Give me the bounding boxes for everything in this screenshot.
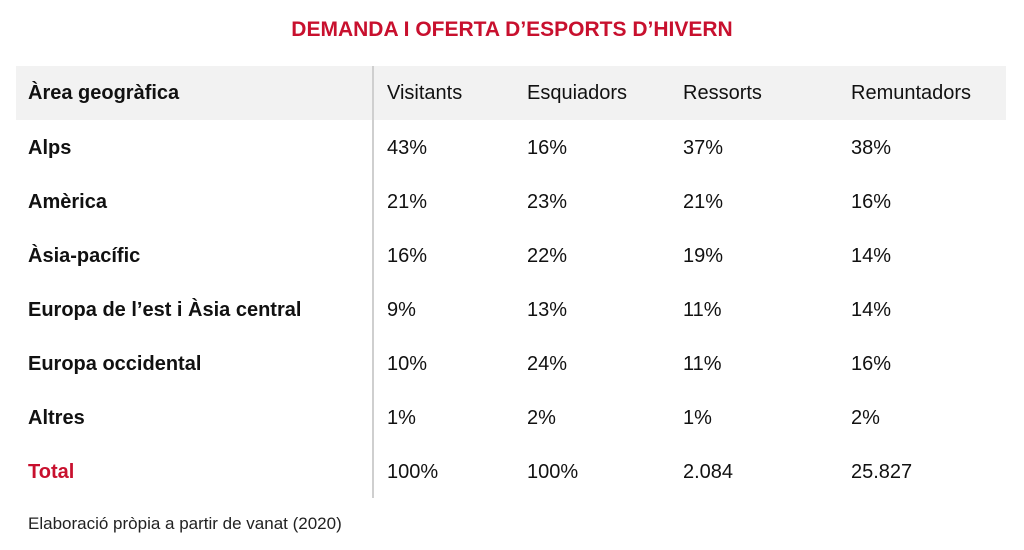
header-cell: Remuntadors [851,82,972,104]
table-cell: 37% [683,137,724,159]
header-cell: Visitants [387,82,463,104]
row-label: Total [28,461,75,483]
table-cell: 23% [527,191,568,213]
table-cell: 22% [527,245,568,267]
title: DEMANDA I OFERTA D’ESPORTS D’HIVERN [291,18,733,41]
table-cell: 11% [683,299,722,321]
row-label: Amèrica [28,191,107,213]
table-cell: 100% [387,461,439,483]
table-cell: 14% [851,299,892,321]
table-cell: 16% [387,245,428,267]
row-label: Europa occidental [28,353,202,375]
table-cell: 2.084 [683,461,734,483]
table-cell: 100% [527,461,579,483]
table-cell: 19% [683,245,724,267]
table-cell: 16% [851,191,892,213]
table-cell: 14% [851,245,892,267]
source-note: Elaboració pròpia a partir de vanat (202… [28,514,342,533]
table-cell: 13% [527,299,568,321]
table-cell: 21% [387,191,428,213]
header-cell: Àrea geogràfica [28,82,180,104]
row-label: Altres [28,407,85,429]
row-label: Alps [28,137,72,159]
table-cell: 16% [527,137,568,159]
table-cell: 16% [851,353,892,375]
table-cell: 11% [683,353,722,375]
row-label: Àsia-pacífic [28,245,141,267]
table-cell: 25.827 [851,461,913,483]
table-cell: 24% [527,353,568,375]
table-cell: 21% [683,191,724,213]
header-cell: Esquiadors [527,82,628,104]
table-cell: 2% [851,407,880,429]
table-cell: 10% [387,353,428,375]
table-cell: 1% [387,407,416,429]
row-label: Europa de l’est i Àsia central [28,299,302,321]
table-cell: 38% [851,137,892,159]
header-background [16,66,1006,120]
header-cell: Ressorts [683,82,762,104]
table-cell: 2% [527,407,556,429]
column-divider [372,66,374,498]
table-cell: 43% [387,137,428,159]
table-cell: 9% [387,299,416,321]
table-cell: 1% [683,407,712,429]
